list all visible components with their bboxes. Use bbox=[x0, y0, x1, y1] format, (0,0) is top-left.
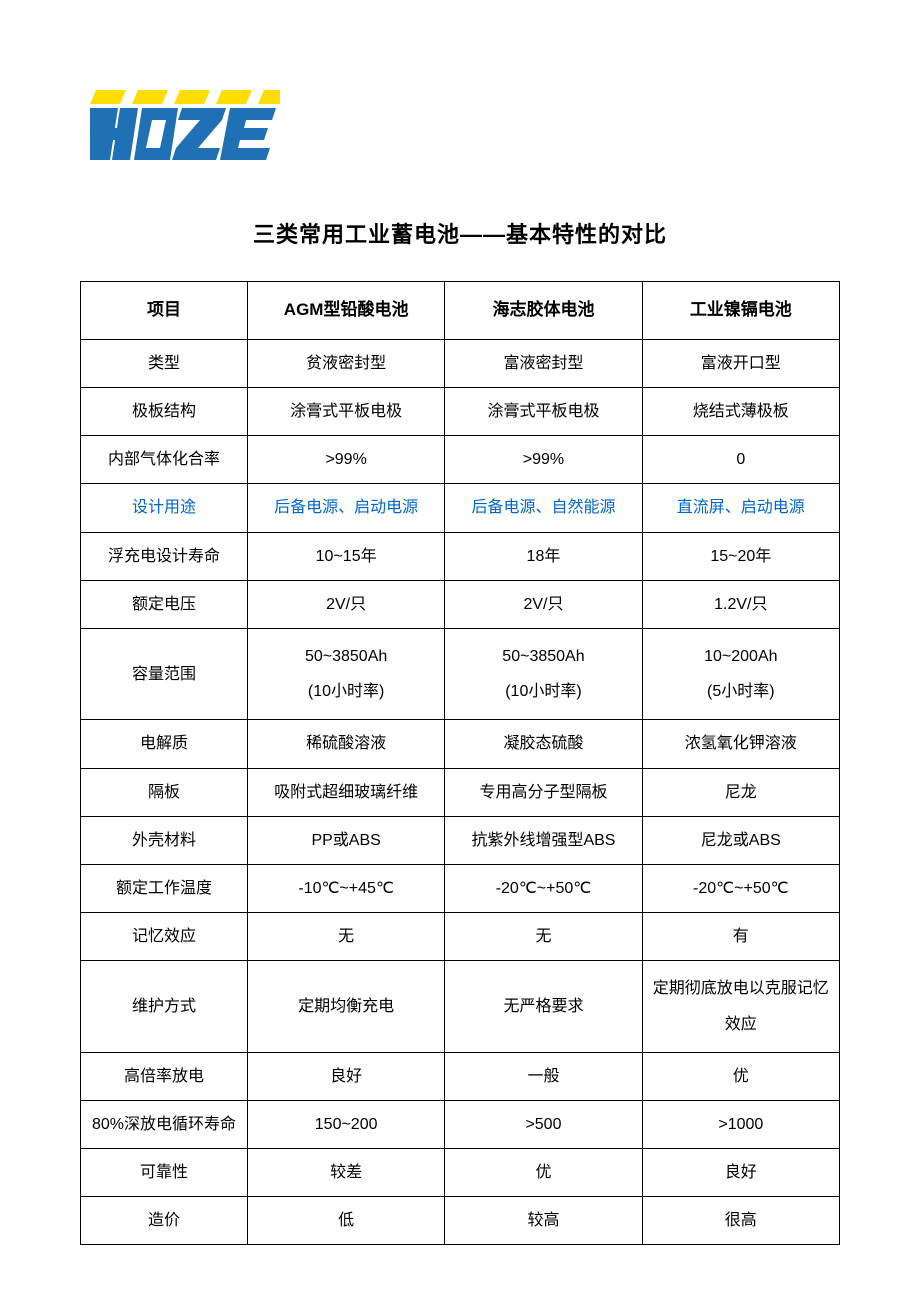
row-label: 类型 bbox=[81, 339, 248, 387]
cell: PP或ABS bbox=[247, 816, 444, 864]
cell: 有 bbox=[642, 913, 839, 961]
comparison-table: 项目 AGM型铅酸电池 海志胶体电池 工业镍镉电池 类型 贫液密封型 富液密封型… bbox=[80, 281, 840, 1245]
cell: >99% bbox=[247, 436, 444, 484]
cell: 10~200Ah(5小时率) bbox=[642, 629, 839, 720]
cell: 良好 bbox=[247, 1052, 444, 1100]
table-row: 极板结构 涂膏式平板电极 涂膏式平板电极 烧结式薄极板 bbox=[81, 388, 840, 436]
cell: 10~15年 bbox=[247, 532, 444, 580]
table-row: 内部气体化合率 >99% >99% 0 bbox=[81, 436, 840, 484]
cell: 贫液密封型 bbox=[247, 339, 444, 387]
cell: 50~3850Ah(10小时率) bbox=[247, 629, 444, 720]
table-row: 高倍率放电 良好 一般 优 bbox=[81, 1052, 840, 1100]
cell: 涂膏式平板电极 bbox=[445, 388, 642, 436]
cell: 涂膏式平板电极 bbox=[247, 388, 444, 436]
cell: 专用高分子型隔板 bbox=[445, 768, 642, 816]
cell: 2V/只 bbox=[445, 580, 642, 628]
row-label: 可靠性 bbox=[81, 1149, 248, 1197]
cell: 抗紫外线增强型ABS bbox=[445, 816, 642, 864]
cell: 低 bbox=[247, 1197, 444, 1245]
cell: 较高 bbox=[445, 1197, 642, 1245]
table-row-highlighted: 设计用途 后备电源、启动电源 后备电源、自然能源 直流屏、启动电源 bbox=[81, 484, 840, 532]
cell: 定期彻底放电以克服记忆效应 bbox=[642, 961, 839, 1052]
cell: -20℃~+50℃ bbox=[445, 864, 642, 912]
cell: 吸附式超细玻璃纤维 bbox=[247, 768, 444, 816]
cell: 定期均衡充电 bbox=[247, 961, 444, 1052]
col-header-gel: 海志胶体电池 bbox=[445, 282, 642, 340]
cell: 150~200 bbox=[247, 1100, 444, 1148]
page-title: 三类常用工业蓄电池——基本特性的对比 bbox=[80, 217, 840, 249]
table-row: 额定工作温度 -10℃~+45℃ -20℃~+50℃ -20℃~+50℃ bbox=[81, 864, 840, 912]
cell: 18年 bbox=[445, 532, 642, 580]
row-label: 造价 bbox=[81, 1197, 248, 1245]
row-label: 额定工作温度 bbox=[81, 864, 248, 912]
row-label: 电解质 bbox=[81, 720, 248, 768]
table-row: 浮充电设计寿命 10~15年 18年 15~20年 bbox=[81, 532, 840, 580]
cell: >1000 bbox=[642, 1100, 839, 1148]
table-row: 造价 低 较高 很高 bbox=[81, 1197, 840, 1245]
table-row: 外壳材料 PP或ABS 抗紫外线增强型ABS 尼龙或ABS bbox=[81, 816, 840, 864]
cell: 优 bbox=[642, 1052, 839, 1100]
row-label: 内部气体化合率 bbox=[81, 436, 248, 484]
document-page: 三类常用工业蓄电池——基本特性的对比 项目 AGM型铅酸电池 海志胶体电池 工业… bbox=[0, 0, 920, 1285]
table-body: 类型 贫液密封型 富液密封型 富液开口型 极板结构 涂膏式平板电极 涂膏式平板电… bbox=[81, 339, 840, 1245]
cell: 0 bbox=[642, 436, 839, 484]
cell: 良好 bbox=[642, 1149, 839, 1197]
cell: 后备电源、自然能源 bbox=[445, 484, 642, 532]
cell: 尼龙或ABS bbox=[642, 816, 839, 864]
table-row: 80%深放电循环寿命 150~200 >500 >1000 bbox=[81, 1100, 840, 1148]
table-row: 额定电压 2V/只 2V/只 1.2V/只 bbox=[81, 580, 840, 628]
row-label: 高倍率放电 bbox=[81, 1052, 248, 1100]
cell: 尼龙 bbox=[642, 768, 839, 816]
row-label: 80%深放电循环寿命 bbox=[81, 1100, 248, 1148]
cell: 50~3850Ah(10小时率) bbox=[445, 629, 642, 720]
cell: 后备电源、启动电源 bbox=[247, 484, 444, 532]
cell: 直流屏、启动电源 bbox=[642, 484, 839, 532]
cell: 烧结式薄极板 bbox=[642, 388, 839, 436]
cell: -20℃~+50℃ bbox=[642, 864, 839, 912]
cell: >99% bbox=[445, 436, 642, 484]
table-row: 隔板 吸附式超细玻璃纤维 专用高分子型隔板 尼龙 bbox=[81, 768, 840, 816]
row-label: 浮充电设计寿命 bbox=[81, 532, 248, 580]
cell: 富液密封型 bbox=[445, 339, 642, 387]
cell: 一般 bbox=[445, 1052, 642, 1100]
cell: 15~20年 bbox=[642, 532, 839, 580]
brand-logo bbox=[90, 90, 840, 167]
cell: 无 bbox=[247, 913, 444, 961]
row-label: 外壳材料 bbox=[81, 816, 248, 864]
row-label: 隔板 bbox=[81, 768, 248, 816]
table-header-row: 项目 AGM型铅酸电池 海志胶体电池 工业镍镉电池 bbox=[81, 282, 840, 340]
col-header-nicd: 工业镍镉电池 bbox=[642, 282, 839, 340]
cell: 富液开口型 bbox=[642, 339, 839, 387]
cell: 优 bbox=[445, 1149, 642, 1197]
cell: 1.2V/只 bbox=[642, 580, 839, 628]
cell: 浓氢氧化钾溶液 bbox=[642, 720, 839, 768]
table-row: 类型 贫液密封型 富液密封型 富液开口型 bbox=[81, 339, 840, 387]
cell: 无严格要求 bbox=[445, 961, 642, 1052]
cell: 稀硫酸溶液 bbox=[247, 720, 444, 768]
col-header-agm: AGM型铅酸电池 bbox=[247, 282, 444, 340]
table-row: 维护方式 定期均衡充电 无严格要求 定期彻底放电以克服记忆效应 bbox=[81, 961, 840, 1052]
row-label: 极板结构 bbox=[81, 388, 248, 436]
table-row: 可靠性 较差 优 良好 bbox=[81, 1149, 840, 1197]
cell: >500 bbox=[445, 1100, 642, 1148]
cell: 2V/只 bbox=[247, 580, 444, 628]
cell: 较差 bbox=[247, 1149, 444, 1197]
table-row: 电解质 稀硫酸溶液 凝胶态硫酸 浓氢氧化钾溶液 bbox=[81, 720, 840, 768]
table-row: 容量范围 50~3850Ah(10小时率) 50~3850Ah(10小时率) 1… bbox=[81, 629, 840, 720]
row-label: 维护方式 bbox=[81, 961, 248, 1052]
row-label: 设计用途 bbox=[81, 484, 248, 532]
row-label: 额定电压 bbox=[81, 580, 248, 628]
cell: 无 bbox=[445, 913, 642, 961]
table-row: 记忆效应 无 无 有 bbox=[81, 913, 840, 961]
cell: 凝胶态硫酸 bbox=[445, 720, 642, 768]
cell: 很高 bbox=[642, 1197, 839, 1245]
row-label: 容量范围 bbox=[81, 629, 248, 720]
col-header-item: 项目 bbox=[81, 282, 248, 340]
haze-logo-svg bbox=[90, 90, 280, 162]
cell: -10℃~+45℃ bbox=[247, 864, 444, 912]
row-label: 记忆效应 bbox=[81, 913, 248, 961]
